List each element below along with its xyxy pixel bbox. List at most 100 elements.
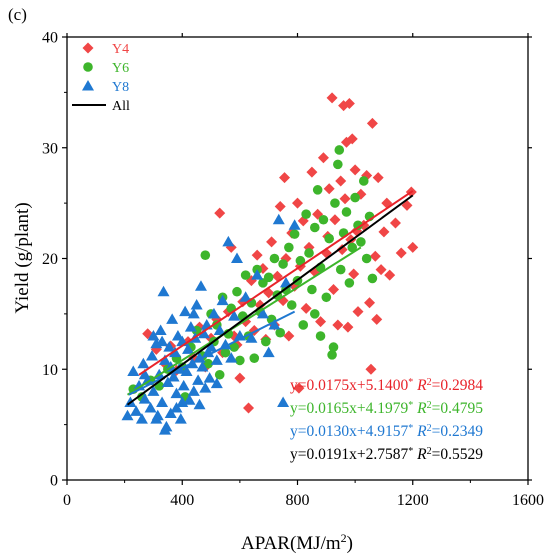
- data-point: [364, 297, 376, 309]
- data-point: [317, 152, 329, 164]
- data-point: [369, 250, 381, 262]
- data-point: [177, 379, 190, 391]
- data-point: [261, 336, 271, 347]
- data-point: [144, 402, 157, 413]
- data-point: [121, 409, 134, 421]
- data-point: [395, 247, 407, 259]
- data-point: [284, 242, 294, 253]
- data-point: [329, 214, 341, 226]
- data-point: [225, 352, 238, 363]
- axes: 0 400 800 1200 1600 0 10 20 30 40: [42, 30, 544, 510]
- data-point: [158, 424, 171, 435]
- data-point: [170, 387, 183, 399]
- x-tick-label: 400: [170, 492, 194, 509]
- data-point: [150, 413, 163, 424]
- data-point: [216, 294, 229, 306]
- data-point: [137, 357, 150, 369]
- data-point: [251, 249, 263, 261]
- data-point: [333, 159, 343, 170]
- data-point: [214, 369, 225, 380]
- data-point: [187, 307, 200, 319]
- data-point: [365, 363, 377, 375]
- data-point: [300, 302, 312, 314]
- data-point: [141, 374, 154, 385]
- equation-y4: y=0.0175x+5.1400* R2=0.2984: [290, 377, 483, 395]
- data-point: [220, 347, 231, 358]
- data-point: [389, 217, 401, 229]
- data-point: [156, 396, 169, 407]
- data-point: [228, 310, 241, 321]
- data-point: [286, 300, 297, 310]
- data-point: [232, 286, 242, 297]
- regression-line-all: [126, 194, 414, 406]
- data-point: [275, 327, 286, 338]
- x-tick-label: 800: [286, 492, 310, 509]
- equation-all: y=0.0191x+2.7587* R2=0.5529: [290, 446, 483, 464]
- data-point: [203, 358, 213, 369]
- legend-marker: [82, 42, 94, 54]
- data-point: [229, 342, 239, 352]
- data-point: [230, 252, 243, 263]
- legend-marker: [82, 80, 94, 91]
- data-point: [335, 264, 346, 275]
- data-point: [199, 382, 212, 393]
- y-tick-label: 40: [42, 30, 58, 47]
- x-tick-label: 0: [63, 492, 71, 509]
- data-point: [334, 145, 345, 155]
- data-point: [210, 354, 223, 365]
- data-point: [335, 175, 347, 187]
- regression-line-y4: [138, 190, 414, 376]
- data-point: [245, 332, 258, 343]
- data-point: [295, 255, 306, 266]
- x-axis-label: APAR(MJ/m2): [241, 531, 353, 554]
- data-point: [174, 413, 187, 424]
- legend-label: Y8: [112, 80, 129, 95]
- data-point: [138, 393, 151, 404]
- data-point: [328, 342, 339, 352]
- data-point: [328, 284, 340, 296]
- data-point: [164, 407, 177, 419]
- data-point: [193, 398, 206, 410]
- y-tick-label: 0: [50, 473, 58, 490]
- data-point: [339, 193, 351, 205]
- data-point: [163, 341, 176, 352]
- data-point: [366, 117, 378, 129]
- data-point: [222, 235, 235, 247]
- data-point: [154, 324, 167, 335]
- data-point: [269, 253, 280, 264]
- data-point: [158, 354, 171, 365]
- legend-item-y4: Y4: [82, 42, 129, 57]
- regression-equations: y=0.0175x+5.1400* R2=0.2984 y=0.0165x+4.1…: [290, 377, 483, 464]
- data-point: [235, 355, 245, 366]
- data-point: [157, 285, 170, 297]
- data-point: [203, 372, 216, 383]
- data-point: [213, 324, 226, 335]
- data-point: [263, 287, 275, 299]
- y-tick-label: 20: [42, 251, 58, 268]
- data-point: [249, 353, 260, 363]
- regression-line-y6: [126, 246, 362, 396]
- data-point: [315, 316, 327, 328]
- data-point: [130, 405, 143, 416]
- data-point: [346, 133, 358, 145]
- data-point: [288, 219, 301, 230]
- data-point: [240, 270, 251, 280]
- legend-label: All: [112, 99, 130, 114]
- data-point: [170, 402, 183, 413]
- data-point: [214, 207, 226, 219]
- data-point: [161, 376, 174, 388]
- data-point: [349, 164, 361, 176]
- data-point: [190, 299, 203, 310]
- data-point: [277, 396, 290, 407]
- data-point: [307, 284, 317, 295]
- data-point: [234, 372, 246, 384]
- data-point: [207, 307, 220, 319]
- data-point: [200, 250, 211, 260]
- equation-y8: y=0.0130x+4.9157* R2=0.2349: [290, 423, 483, 441]
- data-point: [384, 269, 396, 281]
- data-point: [312, 185, 323, 195]
- data-point: [309, 222, 320, 233]
- legend-item-y8: Y8: [82, 80, 129, 95]
- data-point: [194, 280, 207, 291]
